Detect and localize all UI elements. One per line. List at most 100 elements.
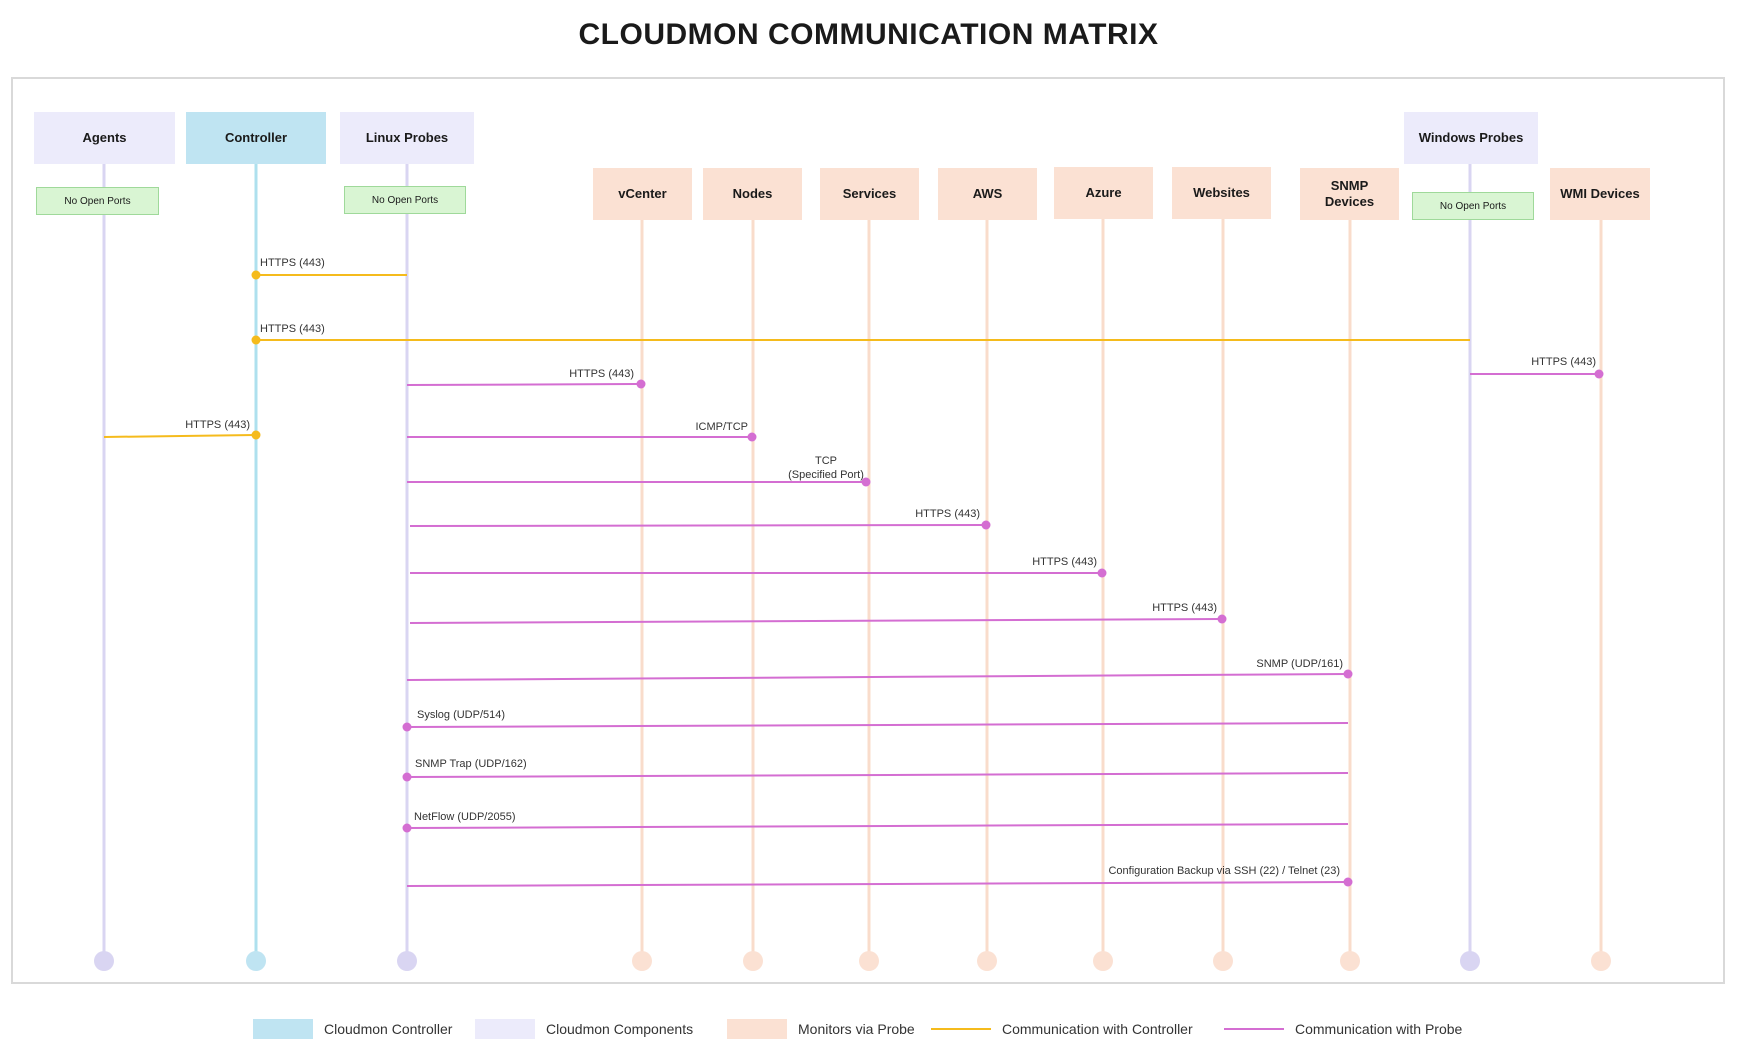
badge-linux-probes-no-open-ports: No Open Ports <box>344 186 466 214</box>
legend-swatch-components <box>475 1019 535 1039</box>
header-snmp-devices: SNMP Devices <box>1300 168 1399 220</box>
connection-label: Syslog (UDP/514) <box>417 709 505 721</box>
lifeline-end-windows-probes <box>1460 951 1480 971</box>
legend-item-probe-comm: Communication with Probe <box>1224 1018 1462 1040</box>
header-vcenter: vCenter <box>593 168 692 220</box>
diagram-title: CLOUDMON COMMUNICATION MATRIX <box>578 18 1159 51</box>
connection-label: HTTPS (443) <box>260 257 325 269</box>
legend-item-components: Cloudmon Components <box>475 1018 693 1040</box>
connection-endpoint-dot <box>402 722 412 732</box>
lifeline-end-controller <box>246 951 266 971</box>
legend-item-monitors: Monitors via Probe <box>727 1018 915 1040</box>
connection-2: HTTPS (443) <box>251 323 1470 345</box>
legend-label-probe-comm: Communication with Probe <box>1295 1021 1463 1037</box>
connection-label: HTTPS (443) <box>1531 356 1596 368</box>
connection-endpoint-dot <box>747 432 757 442</box>
connection-label: HTTPS (443) <box>185 419 250 431</box>
connection-line <box>406 881 1349 887</box>
connection-endpoint-dot <box>861 477 871 487</box>
connection-line <box>406 383 642 386</box>
header-aws: AWS <box>938 168 1037 220</box>
connection-endpoint-dot <box>981 520 991 530</box>
badge-agents-no-open-ports: No Open Ports <box>36 187 159 215</box>
connection-5: HTTPS (443) <box>103 419 261 440</box>
connection-label: SNMP Trap (UDP/162) <box>415 758 527 770</box>
connection-endpoint-dot <box>1217 614 1227 624</box>
connection-label-line2: (Specified Port) <box>788 469 864 481</box>
connection-endpoint-dot <box>251 430 261 440</box>
legend-label-components: Cloudmon Components <box>546 1021 694 1037</box>
connection-endpoint-dot <box>636 379 646 389</box>
header-nodes: Nodes <box>703 168 802 220</box>
lifeline-end-snmp-devices <box>1340 951 1360 971</box>
connection-line <box>409 618 1223 624</box>
connection-7: TCP (Specified Port) <box>407 455 871 487</box>
legend-line-controller-comm <box>931 1028 991 1030</box>
lifeline-end-wmi-devices <box>1591 951 1611 971</box>
connection-label: HTTPS (443) <box>260 323 325 335</box>
connection-endpoint-dot <box>402 823 412 833</box>
connection-line <box>406 772 1349 778</box>
legend-item-controller-comm: Communication with Controller <box>931 1018 1193 1040</box>
header-windows-probes: Windows Probes <box>1404 112 1538 164</box>
connection-label: HTTPS (443) <box>1152 602 1217 614</box>
legend-item-controller: Cloudmon Controller <box>253 1018 452 1040</box>
legend: Cloudmon Controller Cloudmon Components … <box>0 1018 1737 1040</box>
connection-15: Configuration Backup via SSH (22) / Teln… <box>406 865 1353 887</box>
connection-line <box>406 823 1349 829</box>
lifeline-end-websites <box>1213 951 1233 971</box>
connection-endpoint-dot <box>1343 877 1353 887</box>
communication-diagram: HTTPS (443) HTTPS (443) HTTPS (443) HTTPS (… <box>94 164 1611 971</box>
connection-endpoint-dot <box>1594 369 1604 379</box>
connection-label: HTTPS (443) <box>1032 556 1097 568</box>
connection-label: HTTPS (443) <box>915 508 980 520</box>
lifeline-end-services <box>859 951 879 971</box>
header-websites: Websites <box>1172 167 1271 219</box>
connection-line <box>406 722 1349 728</box>
lifeline-end-aws <box>977 951 997 971</box>
connection-8: HTTPS (443) <box>409 508 991 530</box>
legend-label-controller: Cloudmon Controller <box>324 1021 453 1037</box>
connection-line <box>406 673 1349 681</box>
connection-line <box>409 524 987 527</box>
legend-swatch-monitors <box>727 1019 787 1039</box>
connection-9: HTTPS (443) <box>410 556 1107 578</box>
connection-label: HTTPS (443) <box>569 368 634 380</box>
lifeline-end-agents <box>94 951 114 971</box>
connection-label: SNMP (UDP/161) <box>1256 658 1343 670</box>
lifeline-end-nodes <box>743 951 763 971</box>
connections: HTTPS (443) HTTPS (443) HTTPS (443) HTTPS (… <box>103 257 1604 887</box>
connection-label: TCP <box>815 455 837 467</box>
header-snmp-devices-line1: SNMP <box>1330 178 1369 193</box>
connection-endpoint-dot <box>251 270 261 280</box>
connection-11: SNMP (UDP/161) <box>406 658 1353 681</box>
connection-4: HTTPS (443) <box>406 368 646 389</box>
lifelines <box>94 164 1611 971</box>
connection-endpoint-dot <box>1343 669 1353 679</box>
connection-3: HTTPS (443) <box>1470 356 1604 379</box>
lifeline-end-vcenter <box>632 951 652 971</box>
connection-label: ICMP/TCP <box>695 421 748 433</box>
header-services: Services <box>820 168 919 220</box>
legend-label-monitors: Monitors via Probe <box>798 1021 915 1037</box>
connection-label: NetFlow (UDP/2055) <box>414 811 515 823</box>
connection-12: Syslog (UDP/514) <box>402 709 1349 732</box>
connection-13: SNMP Trap (UDP/162) <box>402 758 1349 782</box>
header-agents: Agents <box>34 112 175 164</box>
connection-endpoint-dot <box>402 772 412 782</box>
connection-1: HTTPS (443) <box>251 257 407 280</box>
header-snmp-devices-line2: Devices <box>1324 194 1375 209</box>
connection-line <box>103 434 257 438</box>
legend-line-probe-comm <box>1224 1028 1284 1030</box>
connection-endpoint-dot <box>1097 568 1107 578</box>
header-controller: Controller <box>186 112 326 164</box>
badge-windows-probes-no-open-ports: No Open Ports <box>1412 192 1534 220</box>
connection-6: ICMP/TCP <box>407 421 757 442</box>
header-azure: Azure <box>1054 167 1153 219</box>
connection-10: HTTPS (443) <box>409 602 1227 624</box>
lifeline-end-linux-probes <box>397 951 417 971</box>
lifeline-end-azure <box>1093 951 1113 971</box>
connection-label: Configuration Backup via SSH (22) / Teln… <box>1108 865 1340 877</box>
connection-endpoint-dot <box>251 335 261 345</box>
connection-14: NetFlow (UDP/2055) <box>402 811 1349 833</box>
